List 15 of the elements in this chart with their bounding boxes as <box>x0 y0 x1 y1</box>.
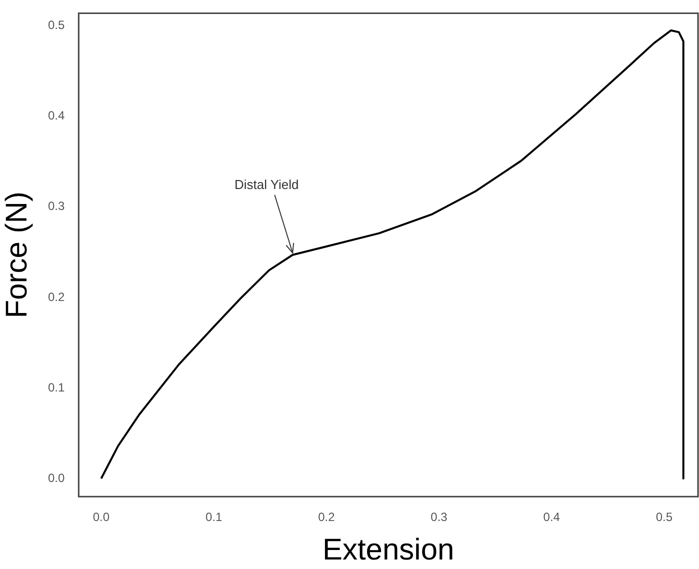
x-tick-label: 0.2 <box>318 510 336 524</box>
y-axis-title: Force (N) <box>0 192 34 318</box>
x-tick-label: 0.1 <box>205 510 222 524</box>
y-tick-label: 0.5 <box>48 18 65 32</box>
x-tick-label: 0.3 <box>430 510 448 524</box>
y-tick-label: 0.2 <box>48 290 65 304</box>
y-tick-label: 0.1 <box>48 380 65 394</box>
y-tick-label: 0.4 <box>48 108 65 123</box>
x-axis-title: Extension <box>322 533 454 566</box>
x-tick-label: 0.5 <box>656 510 673 524</box>
annotation: Distal Yield <box>234 176 299 192</box>
y-tick-label: 0.3 <box>48 199 65 214</box>
x-tick-label: 0.4 <box>543 510 560 524</box>
x-tick-label: 0.0 <box>92 510 110 524</box>
y-tick-label: 0.0 <box>48 470 65 485</box>
